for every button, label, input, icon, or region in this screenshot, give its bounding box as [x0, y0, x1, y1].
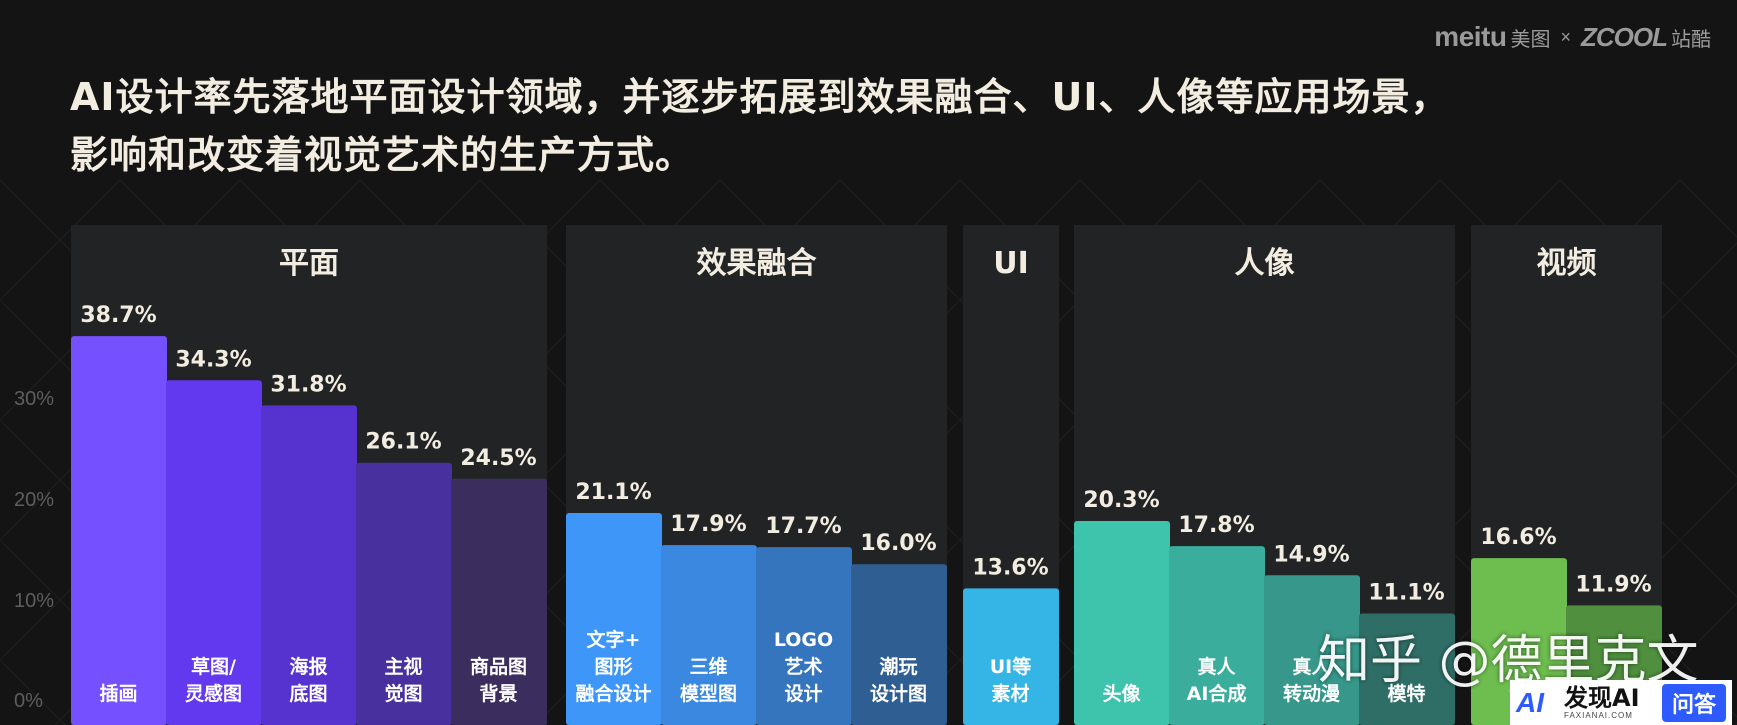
y-tick-label: 20% [14, 489, 55, 511]
bar-category-label: AI合成 [1187, 682, 1247, 705]
bar-category-label: 设计 [784, 683, 822, 705]
bar-value-label: 17.9% [670, 512, 746, 537]
headline: AI设计率先落地平面设计领域，并逐步拓展到效果融合、UI、人像等应用场景， 影响… [70, 68, 1670, 184]
bar-category-label: 背景 [479, 682, 517, 705]
bar-category-label: LOGO [774, 629, 833, 651]
bar-value-label: 20.3% [1083, 488, 1159, 513]
category-title: UI [993, 246, 1029, 281]
meitu-logo-cn: 美图 [1510, 28, 1551, 51]
bar-category-label: 主视 [384, 655, 422, 678]
badge-sub-text: FAXIANAI.COM [1564, 710, 1633, 720]
bar-value-label: 31.8% [270, 372, 346, 397]
bar-value-label: 11.9% [1575, 572, 1651, 597]
bar-category-label: 商品图 [470, 655, 527, 678]
zcool-logo: ZCOOL [1581, 21, 1668, 52]
bar-value-label: 26.1% [365, 430, 441, 455]
bar-category-label: 潮玩 [879, 656, 917, 678]
faxianai-badge[interactable]: AI 发现AI FAXIANAI.COM 问答 [1510, 680, 1732, 725]
bar [71, 336, 167, 725]
bar-value-label: 24.5% [460, 446, 536, 471]
bar-category-label: 底图 [289, 682, 327, 705]
bar-category-label: 草图/ [191, 655, 236, 678]
bar-value-label: 34.3% [175, 347, 251, 372]
bar [451, 478, 547, 725]
headline-line-2: 影响和改变着视觉艺术的生产方式。 [70, 133, 695, 177]
bar-category-label: 模型图 [680, 682, 737, 705]
bar [1074, 520, 1170, 725]
category-title: 效果融合 [697, 246, 817, 281]
brand-separator: × [1560, 26, 1571, 47]
category-title: 视频 [1537, 246, 1597, 281]
bar-category-label: 头像 [1102, 682, 1141, 705]
bar [851, 564, 947, 725]
bar [356, 462, 452, 725]
badge-qa-button[interactable]: 问答 [1661, 683, 1726, 722]
brand-logos: meitu 美图 × ZCOOL 站酷 [1434, 21, 1711, 52]
category-title: 人像 [1235, 246, 1295, 281]
zcool-logo-cn: 站酷 [1671, 28, 1711, 51]
faxianai-logo-icon: AI [1516, 686, 1544, 718]
y-tick-label: 10% [14, 590, 55, 612]
bar [261, 405, 357, 725]
y-tick-label: 30% [14, 388, 55, 410]
bar-value-label: 17.8% [1178, 513, 1254, 538]
bar [963, 588, 1059, 725]
headline-line-1: AI设计率先落地平面设计领域，并逐步拓展到效果融合、UI、人像等应用场景， [70, 75, 1450, 119]
bar-value-label: 16.6% [1480, 525, 1556, 550]
category-title: 平面 [279, 246, 339, 281]
bar-category-label: 真人 [1292, 655, 1331, 678]
bar-category-label: 转动漫 [1283, 682, 1341, 705]
bar-category-label: 艺术 [784, 656, 822, 678]
bar [661, 545, 757, 725]
meitu-logo: meitu [1434, 21, 1507, 52]
badge-text: 发现AI FAXIANAI.COM [1564, 685, 1640, 721]
bar-category-label: 真人 [1197, 655, 1236, 678]
bar-category-label: 融合设计 [575, 682, 651, 705]
bar-value-label: 21.1% [575, 480, 651, 505]
bar-category-label: 灵感图 [185, 682, 242, 705]
bar-category-label: 插画 [99, 683, 137, 705]
bar-category-label: 文字+ [587, 628, 641, 651]
bar [1359, 613, 1455, 725]
bar-category-label: 素材 [991, 682, 1029, 705]
bar-category-label: 三维 [689, 655, 727, 678]
bar-value-label: 16.0% [860, 531, 936, 556]
bar-category-label: UI等 [990, 655, 1032, 678]
bar [1264, 575, 1360, 725]
bar-value-label: 38.7% [80, 303, 156, 328]
bar-value-label: 11.1% [1368, 580, 1444, 605]
bar-category-label: 图形 [594, 656, 632, 678]
bar-category-label: 海报 [289, 655, 327, 678]
bar [756, 547, 852, 725]
bar-value-label: 13.6% [972, 555, 1048, 580]
bar [566, 512, 662, 725]
bar-category-label: 觉图 [384, 682, 422, 705]
bar-category-label: 设计图 [870, 683, 927, 705]
bar [166, 380, 262, 725]
bar-value-label: 17.7% [765, 514, 841, 539]
bar [1169, 546, 1265, 725]
bar-value-label: 14.9% [1273, 542, 1349, 567]
badge-main-text: 发现AI [1564, 683, 1640, 712]
bar-category-label: 模特 [1387, 682, 1425, 705]
y-tick-label: 0% [14, 690, 43, 712]
